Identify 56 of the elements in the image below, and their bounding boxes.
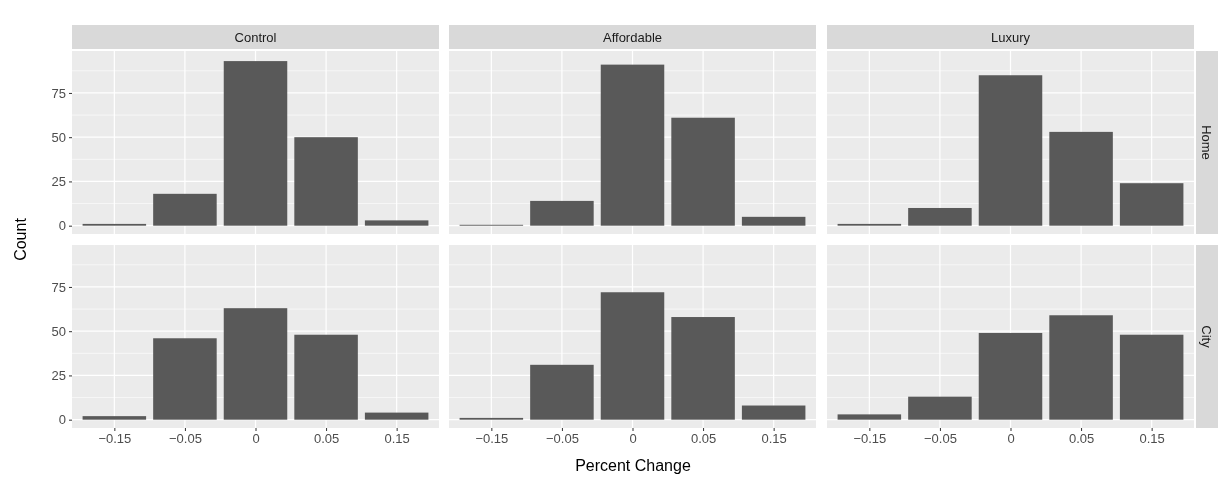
y-tick-label: 25 <box>51 174 66 190</box>
y-tick-label: 0 <box>58 218 66 234</box>
bar <box>978 332 1043 420</box>
bar <box>600 292 665 420</box>
x-tick-label: 0 <box>629 431 637 447</box>
bar <box>530 200 594 226</box>
bar <box>364 220 429 226</box>
bar <box>837 414 902 420</box>
y2-axis-title: City <box>1199 325 1215 349</box>
bar <box>908 396 972 420</box>
x-tick-label: 0.05 <box>690 431 717 447</box>
y-axis-title: Count <box>12 217 29 261</box>
x-tick-label: −0.05 <box>168 431 202 447</box>
bar <box>908 207 972 226</box>
x-tick-label: 0 <box>1007 431 1015 447</box>
bar <box>294 137 358 226</box>
chart-title: Affordable <box>602 29 663 45</box>
chart-title: Control <box>234 29 277 45</box>
bar <box>223 61 288 226</box>
bar <box>153 338 217 420</box>
bar <box>1049 131 1113 226</box>
x-tick-label: −0.15 <box>98 431 132 447</box>
bar <box>153 193 217 226</box>
y-tick-label: 0 <box>58 412 66 428</box>
x-tick-label: 0.15 <box>1139 431 1165 447</box>
bar <box>364 412 429 420</box>
x-tick-label: 0.05 <box>313 431 340 447</box>
bar <box>671 317 735 420</box>
y-tick-label: 75 <box>51 85 66 101</box>
bar <box>741 405 806 420</box>
bar <box>1049 315 1113 420</box>
bar <box>223 308 288 420</box>
x-tick-label: −0.05 <box>545 431 579 447</box>
chart-title: Luxury <box>990 29 1031 45</box>
bar <box>1119 334 1184 420</box>
bar <box>600 64 665 226</box>
bar <box>82 416 147 420</box>
x-axis-title: Percent Change <box>575 457 691 474</box>
x-tick-label: 0.15 <box>384 431 410 447</box>
x-tick-label: 0.05 <box>1068 431 1095 447</box>
bar <box>671 117 735 226</box>
x-tick-label: 0 <box>252 431 260 447</box>
bar <box>530 364 594 420</box>
bar <box>1119 183 1184 226</box>
x-tick-label: −0.05 <box>923 431 957 447</box>
y-tick-label: 25 <box>51 368 66 384</box>
x-tick-label: 0.15 <box>761 431 787 447</box>
y-tick-label: 50 <box>51 129 66 145</box>
y-tick-label: 75 <box>51 279 66 295</box>
x-tick-label: −0.15 <box>853 431 887 447</box>
bar <box>294 334 358 420</box>
bar <box>978 75 1043 226</box>
x-tick-label: −0.15 <box>475 431 509 447</box>
bar <box>741 216 806 226</box>
y2-axis-title: Home <box>1199 125 1215 160</box>
y-tick-label: 50 <box>51 323 66 339</box>
